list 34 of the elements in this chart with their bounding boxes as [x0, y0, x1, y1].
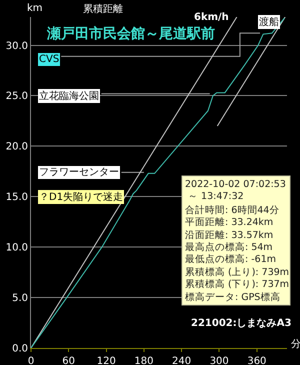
x-tick-label: 300	[210, 356, 229, 365]
annotation: 累積標高 (下り): 737m	[185, 278, 290, 290]
annotation: ？D1失陥りで迷走	[39, 191, 124, 203]
annotation: 2022-10-02 07:02:53	[185, 179, 286, 190]
x-tick-label: 180	[134, 356, 154, 365]
annotation: ～ 13:47:32	[185, 191, 244, 202]
x-tick-label: 60	[62, 356, 76, 365]
x-tick-label: 120	[96, 356, 116, 365]
annotation: 6km/h	[194, 12, 229, 23]
annotation: 合計時間: 6時間44分	[185, 204, 280, 216]
annotation: 立花臨海公園	[39, 90, 99, 102]
annotation: フラワーセンター	[39, 167, 119, 178]
y-axis-title: km	[27, 3, 43, 14]
x-tick-label: 0	[28, 356, 34, 365]
annotation: 渡船	[259, 16, 279, 28]
y-tick-label: 15.0	[6, 192, 28, 204]
annotation: 平面距離: 33.24km	[185, 216, 274, 228]
y-tick-label: 20.0	[6, 142, 28, 153]
chart-subtitle: 累積距離	[83, 3, 123, 15]
annotation: 最低点の標高: -61m	[185, 253, 276, 265]
annotation: 最高点の標高: 54m	[185, 241, 273, 253]
annotation: 標高データ: GPS標高	[185, 291, 280, 303]
y-tick-label: 30.0	[6, 40, 28, 52]
y-tick-label: 5.0	[12, 293, 28, 304]
annotation: CVS	[39, 54, 60, 65]
y-tick-label: 10.0	[6, 242, 28, 254]
annotation: 沿面距離: 33.57km	[185, 229, 274, 241]
x-tick-label: 360	[247, 356, 266, 365]
x-tick-label: 240	[172, 356, 192, 365]
y-tick-label: 25.0	[6, 91, 28, 102]
y-tick-label: 0.0	[12, 344, 28, 354]
text: 瀬戸田市民会館～尾道駅前	[46, 25, 215, 42]
annotation: 221002:しまなみA3	[191, 318, 292, 329]
annotation: 累積標高 (上り): 739m	[185, 266, 290, 278]
